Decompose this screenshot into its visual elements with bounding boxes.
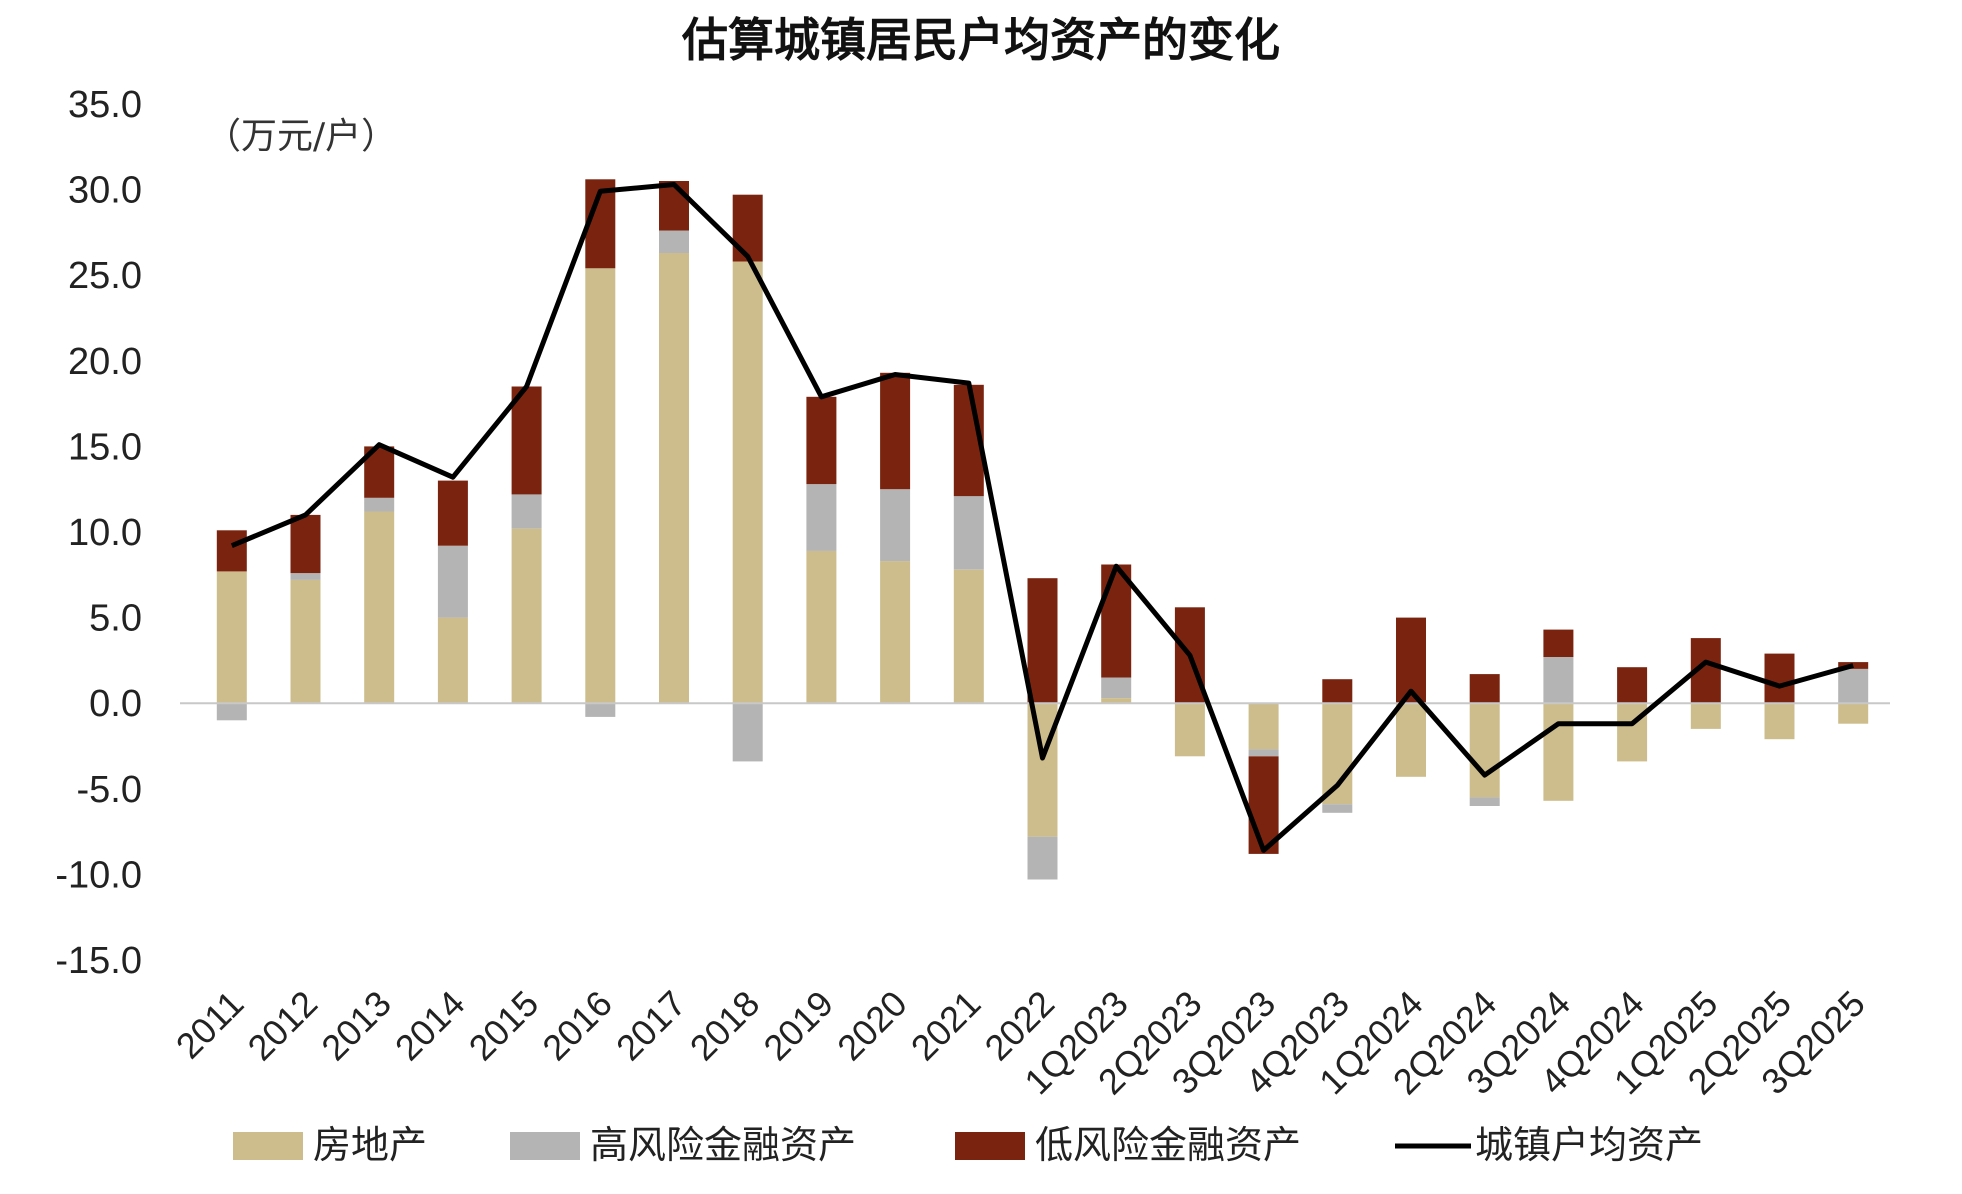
- y-tick-label: 5.0: [89, 598, 142, 640]
- bar-segment: [1396, 703, 1426, 777]
- x-tick-label: 2012: [240, 983, 326, 1069]
- bar-segment: [1543, 629, 1574, 657]
- bar-segment: [437, 617, 468, 704]
- bar-segment: [880, 561, 911, 704]
- bar-segment: [216, 530, 247, 572]
- y-tick-label: 35.0: [68, 84, 142, 126]
- bar-segment: [437, 545, 468, 618]
- bar-segment: [1838, 669, 1869, 704]
- bar-segment: [1101, 564, 1132, 678]
- bar-segment: [953, 496, 984, 570]
- bar-segment: [806, 550, 837, 704]
- x-axis: 2011201220132014201520162017201820192020…: [168, 983, 1873, 1103]
- bar-segment: [1027, 578, 1058, 704]
- bar-segment: [290, 579, 321, 704]
- bar-segment: [1469, 703, 1500, 798]
- bar-segment: [1322, 703, 1353, 805]
- legend-label: 城镇户均资产: [1475, 1123, 1703, 1167]
- y-axis: 35.0 30.0 25.0 20.0 15.0 10.0 5.0 0.0 -5.0 -10.0 -…: [55, 84, 142, 982]
- bar-series: [216, 179, 1869, 880]
- bar-segment: [216, 571, 247, 704]
- bar-segment: [1543, 657, 1574, 704]
- line-path: [230, 182, 1854, 853]
- bar-segment: [585, 268, 616, 704]
- legend: 房地产 高风险金融资产 低风险金融资产 城镇户均资产: [233, 1123, 1703, 1167]
- y-tick-label: 30.0: [68, 170, 142, 212]
- bar-segment: [880, 489, 911, 562]
- bar-segment: [659, 181, 689, 231]
- bar-segment: [1543, 703, 1574, 801]
- bar-segment: [659, 252, 689, 704]
- x-tick-label: 2019: [755, 983, 841, 1069]
- y-tick-label: 20.0: [68, 341, 142, 383]
- y-tick-label: 15.0: [68, 426, 142, 468]
- bar-segment: [659, 230, 689, 253]
- bar-segment: [1101, 677, 1132, 698]
- bar-segment: [1690, 703, 1721, 729]
- y-unit-label: （万元/户）: [205, 116, 397, 157]
- bar-segment: [1764, 653, 1795, 704]
- y-tick-label: 0.0: [89, 683, 142, 725]
- bar-segment: [806, 396, 837, 485]
- bar-segment: [1101, 698, 1132, 704]
- bar-segment: [1322, 804, 1353, 813]
- chart-title: 估算城镇居民户均资产的变化: [681, 13, 1280, 67]
- bar-segment: [1764, 703, 1795, 740]
- bar-segment: [437, 480, 468, 546]
- bar-segment: [290, 514, 321, 574]
- bar-segment: [290, 573, 321, 580]
- bar-segment: [1469, 674, 1500, 704]
- bar-segment: [953, 569, 984, 704]
- legend-label: 高风险金融资产: [590, 1123, 856, 1167]
- bar-segment: [216, 703, 247, 721]
- bar-segment: [364, 511, 395, 704]
- bar-segment: [511, 528, 542, 704]
- bar-segment: [1248, 703, 1279, 750]
- x-tick-label: 2021: [903, 983, 989, 1069]
- bar-segment: [1322, 679, 1353, 704]
- legend-label: 房地产: [313, 1123, 427, 1167]
- x-tick-label: 2020: [829, 983, 915, 1069]
- bar-segment: [1248, 749, 1279, 757]
- bar-segment: [1248, 756, 1279, 854]
- x-tick-label: 2016: [534, 983, 620, 1069]
- legend-swatch: [955, 1132, 1025, 1160]
- bar-segment: [511, 494, 542, 529]
- x-tick-label: 2015: [461, 983, 547, 1069]
- bar-segment: [806, 484, 837, 551]
- bar-segment: [732, 194, 763, 262]
- x-tick-label: 2011: [168, 983, 252, 1067]
- x-tick-label: 2013: [313, 983, 399, 1069]
- bar-segment: [1027, 703, 1058, 837]
- y-tick-label: -15.0: [55, 940, 142, 982]
- y-tick-label: -5.0: [77, 769, 142, 811]
- x-tick-label: 2017: [608, 983, 694, 1069]
- y-tick-label: -10.0: [55, 854, 142, 896]
- bar-segment: [1469, 797, 1500, 806]
- bar-segment: [364, 497, 395, 512]
- bar-segment: [880, 372, 911, 490]
- bar-segment: [511, 386, 542, 495]
- bar-segment: [732, 703, 763, 762]
- bar-segment: [1617, 667, 1648, 704]
- legend-swatch: [510, 1132, 580, 1160]
- line-series: [230, 182, 1854, 853]
- bar-segment: [732, 261, 763, 704]
- y-tick-label: 25.0: [68, 255, 142, 297]
- bar-segment: [1174, 703, 1205, 757]
- legend-swatch: [233, 1132, 303, 1160]
- x-tick-label: 2014: [387, 983, 473, 1069]
- bar-segment: [1838, 703, 1869, 724]
- x-tick-label: 2018: [682, 983, 768, 1069]
- y-tick-label: 10.0: [68, 512, 142, 554]
- legend-label: 低风险金融资产: [1035, 1123, 1301, 1167]
- bar-segment: [585, 703, 616, 717]
- bar-segment: [1027, 836, 1058, 880]
